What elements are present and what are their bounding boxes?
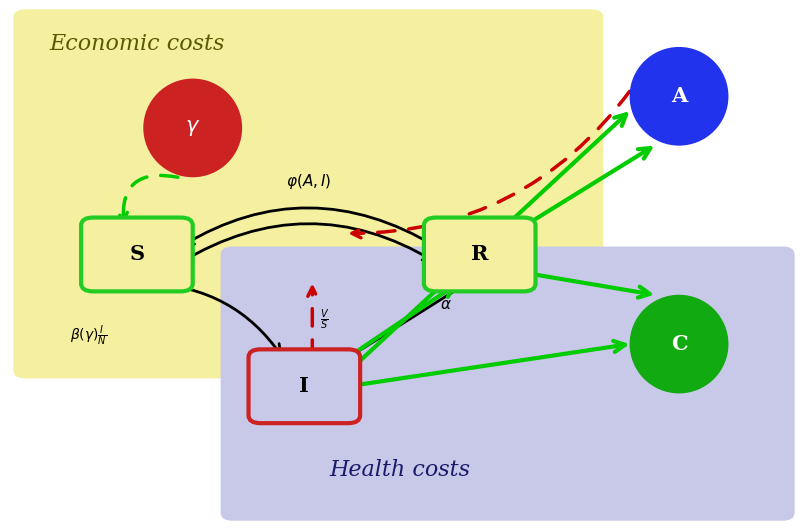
Text: $\gamma$: $\gamma$ bbox=[185, 118, 200, 138]
FancyArrowPatch shape bbox=[502, 269, 650, 297]
Ellipse shape bbox=[630, 47, 729, 146]
Text: I: I bbox=[299, 376, 310, 396]
FancyArrowPatch shape bbox=[348, 114, 626, 372]
Text: A: A bbox=[671, 86, 687, 107]
FancyBboxPatch shape bbox=[221, 246, 794, 520]
FancyBboxPatch shape bbox=[424, 217, 535, 292]
Text: S: S bbox=[130, 244, 145, 264]
FancyArrowPatch shape bbox=[308, 287, 317, 357]
Text: Economic costs: Economic costs bbox=[50, 33, 225, 55]
Text: Health costs: Health costs bbox=[330, 459, 470, 481]
Text: R: R bbox=[471, 244, 489, 264]
Ellipse shape bbox=[143, 78, 242, 177]
Text: $\varphi(A,I)$: $\varphi(A,I)$ bbox=[286, 172, 331, 191]
Text: $\alpha$: $\alpha$ bbox=[440, 297, 452, 312]
FancyArrowPatch shape bbox=[181, 224, 434, 262]
FancyArrowPatch shape bbox=[149, 284, 281, 355]
Ellipse shape bbox=[630, 295, 729, 393]
FancyArrowPatch shape bbox=[342, 284, 466, 361]
FancyArrowPatch shape bbox=[352, 91, 630, 238]
FancyArrowPatch shape bbox=[183, 208, 436, 246]
FancyBboxPatch shape bbox=[249, 349, 360, 423]
FancyArrowPatch shape bbox=[118, 175, 178, 222]
FancyBboxPatch shape bbox=[81, 217, 193, 292]
FancyArrowPatch shape bbox=[348, 341, 625, 386]
FancyArrowPatch shape bbox=[335, 286, 454, 366]
Text: $\frac{V}{S}$: $\frac{V}{S}$ bbox=[320, 307, 329, 332]
Text: $\beta(\gamma)\frac{I}{N}$: $\beta(\gamma)\frac{I}{N}$ bbox=[70, 324, 108, 348]
Text: C: C bbox=[670, 334, 687, 354]
FancyBboxPatch shape bbox=[14, 10, 603, 378]
FancyArrowPatch shape bbox=[502, 148, 650, 240]
